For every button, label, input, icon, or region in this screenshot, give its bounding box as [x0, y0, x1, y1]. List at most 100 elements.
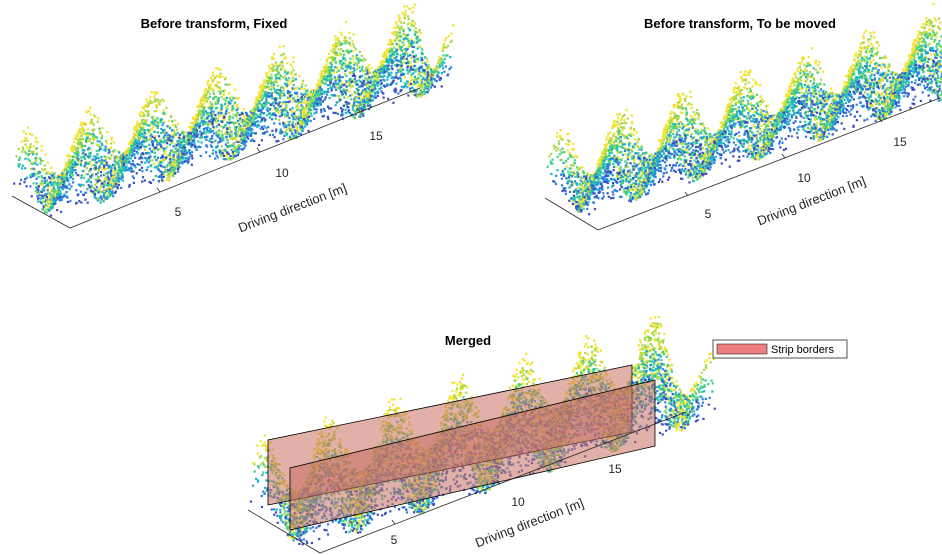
cloud-point	[79, 162, 82, 165]
cloud-point	[106, 131, 109, 134]
cloud-point	[82, 169, 85, 172]
cloud-point	[247, 116, 250, 119]
cloud-point	[226, 141, 229, 144]
cloud-point	[175, 150, 178, 154]
cloud-point	[90, 119, 93, 122]
cloud-point	[197, 145, 200, 148]
cloud-point	[427, 82, 431, 85]
cloud-point	[58, 175, 61, 178]
cloud-point	[118, 170, 121, 173]
cloud-point	[181, 156, 184, 159]
cloud-point	[337, 42, 340, 45]
cloud-point	[179, 160, 182, 163]
cloud-point	[253, 140, 256, 143]
cloud-point	[301, 82, 304, 85]
cloud-point	[585, 201, 588, 204]
cloud-point	[229, 154, 232, 158]
cloud-point	[556, 132, 559, 135]
cloud-point	[325, 60, 329, 63]
cloud-point	[200, 117, 203, 120]
cloud-point	[258, 143, 261, 147]
cloud-point	[191, 157, 194, 160]
cloud-point	[219, 90, 222, 94]
cloud-point	[261, 85, 264, 88]
cloud-point	[580, 209, 583, 212]
cloud-point	[162, 109, 165, 112]
cloud-point	[216, 131, 220, 134]
cloud-point	[272, 86, 275, 89]
cloud-point	[152, 123, 155, 126]
cloud-point	[379, 75, 382, 78]
cloud-point	[270, 76, 273, 79]
cloud-point	[173, 169, 176, 172]
cloud-point	[143, 145, 146, 148]
cloud-point	[83, 132, 86, 135]
cloud-point	[149, 101, 152, 104]
cloud-point	[236, 145, 239, 148]
cloud-point	[114, 169, 117, 172]
cloud-point	[264, 100, 267, 104]
cloud-point	[409, 61, 413, 64]
cloud-point	[557, 142, 561, 145]
cloud-point	[282, 86, 285, 89]
cloud-point	[236, 111, 239, 115]
cloud-point	[297, 106, 300, 109]
cloud-point	[96, 153, 99, 156]
cloud-point	[313, 89, 317, 92]
cloud-point	[37, 175, 40, 179]
cloud-point	[308, 108, 311, 111]
cloud-point	[336, 112, 340, 115]
cloud-point	[270, 82, 273, 85]
cloud-point	[286, 84, 289, 87]
cloud-point	[403, 85, 406, 88]
cloud-point	[82, 156, 85, 159]
cloud-point	[103, 163, 106, 166]
cloud-point	[427, 74, 430, 77]
cloud-point	[217, 129, 220, 132]
cloud-point	[145, 159, 149, 162]
cloud-point	[309, 112, 312, 115]
subplot-before-fixed: Before transform, Fixed 5 10 15 Driving …	[11, 3, 455, 235]
cloud-point	[198, 126, 201, 129]
cloud-point	[358, 101, 361, 104]
cloud-point	[258, 100, 261, 103]
cloud-point	[156, 143, 159, 146]
cloud-point	[282, 100, 285, 104]
cloud-point	[41, 194, 44, 197]
cloud-point	[96, 140, 99, 143]
cloud-point	[109, 193, 112, 196]
cloud-point	[256, 120, 259, 123]
cloud-point	[320, 88, 323, 91]
cloud-point	[190, 128, 193, 131]
cloud-point	[253, 124, 256, 127]
cloud-point	[414, 3, 417, 6]
cloud-point	[80, 174, 83, 177]
cloud-point	[338, 79, 341, 82]
cloud-point	[63, 194, 66, 198]
cloud-point	[289, 127, 293, 130]
cloud-point	[577, 199, 580, 202]
cloud-point	[216, 102, 219, 105]
cloud-point	[292, 116, 295, 119]
cloud-point	[66, 196, 69, 199]
cloud-point	[95, 173, 98, 176]
cloud-point	[87, 110, 90, 113]
cloud-point	[257, 97, 260, 100]
cloud-point	[350, 98, 353, 101]
cloud-point	[174, 160, 177, 163]
cloud-point	[440, 85, 443, 88]
cloud-point	[249, 118, 252, 121]
cloud-point	[243, 141, 247, 145]
cloud-point	[211, 87, 214, 90]
cloud-point	[116, 179, 119, 182]
cloud-point	[168, 171, 171, 174]
cloud-point	[59, 186, 62, 189]
cloud-point	[134, 142, 137, 146]
cloud-point	[40, 149, 43, 152]
cloud-point	[374, 96, 377, 99]
cloud-point	[212, 92, 215, 95]
cloud-point	[98, 140, 102, 143]
cloud-point	[271, 57, 274, 60]
cloud-point	[49, 204, 52, 207]
cloud-point	[587, 201, 590, 204]
